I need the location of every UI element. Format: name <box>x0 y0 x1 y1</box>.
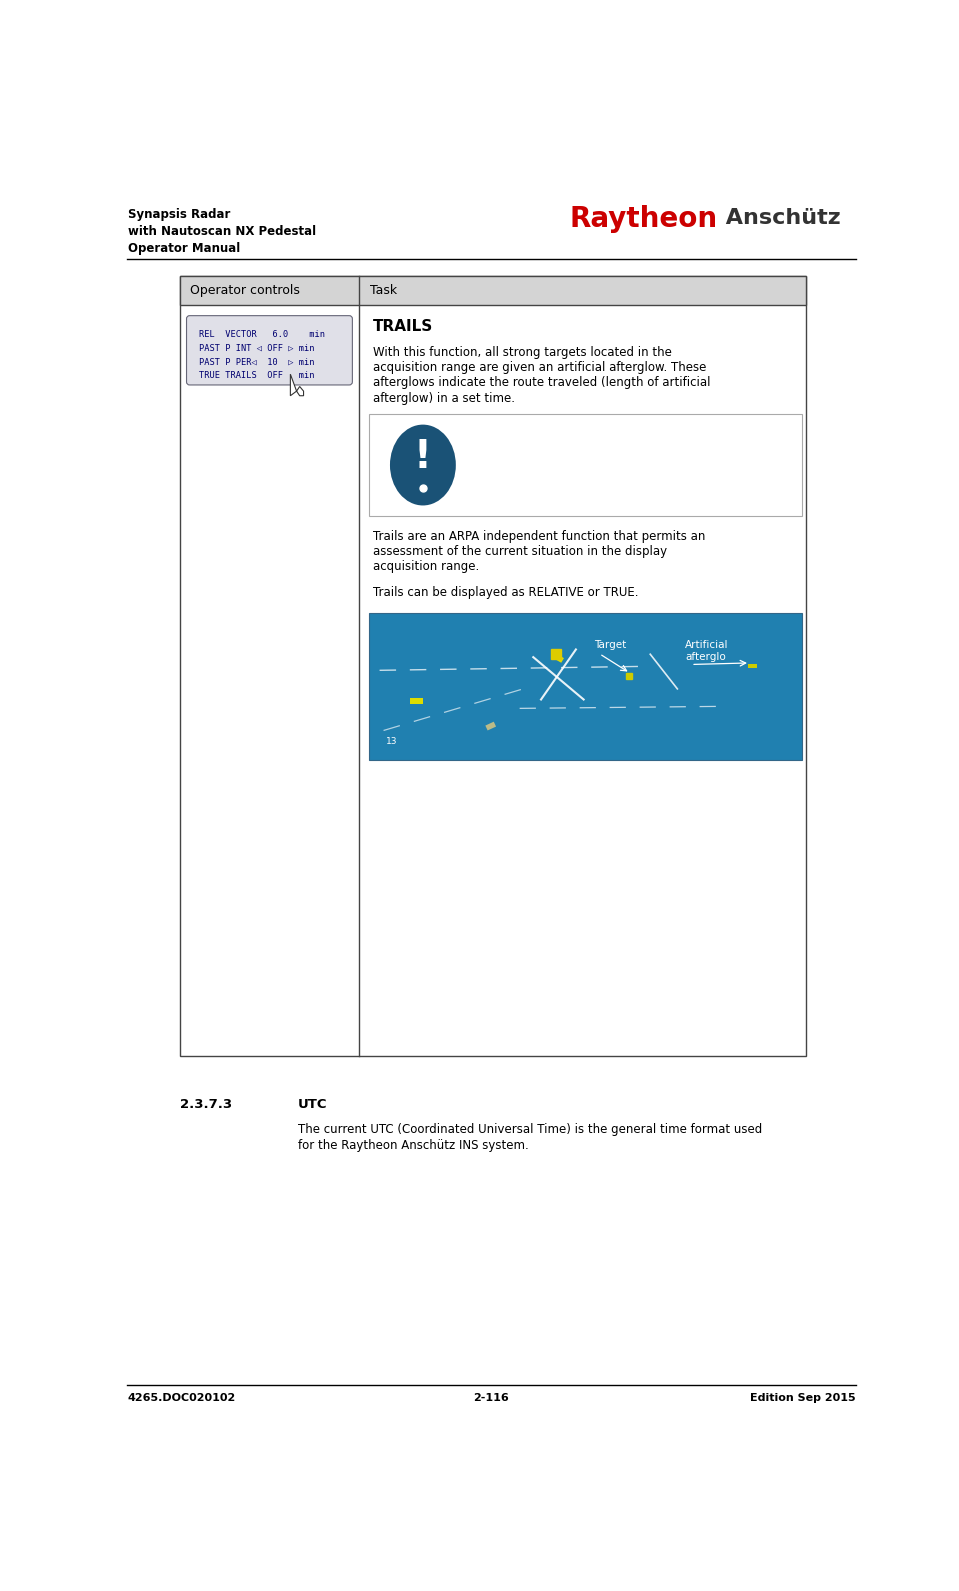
Text: 2.3.7.3: 2.3.7.3 <box>180 1098 232 1111</box>
Text: for the Raytheon Anschütz INS system.: for the Raytheon Anschütz INS system. <box>298 1139 528 1152</box>
Text: PAST P PER◁  10  ▷ min: PAST P PER◁ 10 ▷ min <box>199 358 315 366</box>
Text: Task: Task <box>370 283 397 298</box>
Text: !: ! <box>414 439 432 476</box>
Text: Artificial: Artificial <box>685 640 729 649</box>
Text: afterglows indicate the route traveled (length of artificial: afterglows indicate the route traveled (… <box>372 377 710 390</box>
Text: TRAILS: TRAILS <box>372 318 433 334</box>
Text: acquisition range.: acquisition range. <box>372 560 479 573</box>
Text: REL  VECTOR   6.0    min: REL VECTOR 6.0 min <box>199 329 325 339</box>
Bar <box>410 698 423 705</box>
Text: assessment of the current situation in the display: assessment of the current situation in t… <box>372 544 667 558</box>
Text: with Nautoscan NX Pedestal: with Nautoscan NX Pedestal <box>128 224 316 237</box>
Text: UTC: UTC <box>298 1098 328 1111</box>
Text: TRUE TRAILS  OFF   min: TRUE TRAILS OFF min <box>199 371 315 380</box>
FancyBboxPatch shape <box>186 315 352 385</box>
Text: 2-116: 2-116 <box>474 1392 509 1403</box>
Text: 13: 13 <box>386 737 397 746</box>
Text: Target: Target <box>594 640 626 649</box>
Text: The Radar software distinguishes: The Radar software distinguishes <box>478 428 669 441</box>
Text: 4265.DOC020102: 4265.DOC020102 <box>128 1392 236 1403</box>
Bar <box>368 414 802 515</box>
Text: echo do not paint trails.: echo do not paint trails. <box>478 500 615 512</box>
Text: (bright green color) and weak: (bright green color) and weak <box>478 457 648 469</box>
Text: Anschütz: Anschütz <box>718 208 841 228</box>
Bar <box>368 613 802 759</box>
Bar <box>180 275 806 1056</box>
Text: color). Targets with a very weak: color). Targets with a very weak <box>478 485 661 498</box>
Text: Trails can be displayed as RELATIVE or TRUE.: Trails can be displayed as RELATIVE or T… <box>372 587 638 600</box>
Bar <box>748 663 757 668</box>
Text: The current UTC (Coordinated Universal Time) is the general time format used: The current UTC (Coordinated Universal T… <box>298 1123 762 1136</box>
Text: Raytheon: Raytheon <box>570 205 717 232</box>
Text: between strong target echoes: between strong target echoes <box>478 442 650 455</box>
Text: With this function, all strong targets located in the: With this function, all strong targets l… <box>372 347 671 360</box>
Text: target echoes (dark green target: target echoes (dark green target <box>478 471 667 484</box>
Text: Trails are an ARPA independent function that permits an: Trails are an ARPA independent function … <box>372 530 705 543</box>
Bar <box>180 275 806 305</box>
Bar <box>551 652 564 663</box>
Text: PAST P INT ◁ OFF ▷ min: PAST P INT ◁ OFF ▷ min <box>199 344 315 352</box>
Ellipse shape <box>390 425 456 506</box>
Polygon shape <box>291 374 304 396</box>
Text: Synapsis Radar: Synapsis Radar <box>128 208 230 221</box>
Text: afterglow) in a set time.: afterglow) in a set time. <box>372 391 515 404</box>
Text: Edition Sep 2015: Edition Sep 2015 <box>750 1392 855 1403</box>
Text: Operator Manual: Operator Manual <box>128 242 240 255</box>
Text: Operator controls: Operator controls <box>190 283 299 298</box>
Text: afterglo: afterglo <box>685 652 726 662</box>
Bar <box>485 722 496 730</box>
Text: acquisition range are given an artificial afterglow. These: acquisition range are given an artificia… <box>372 361 706 374</box>
